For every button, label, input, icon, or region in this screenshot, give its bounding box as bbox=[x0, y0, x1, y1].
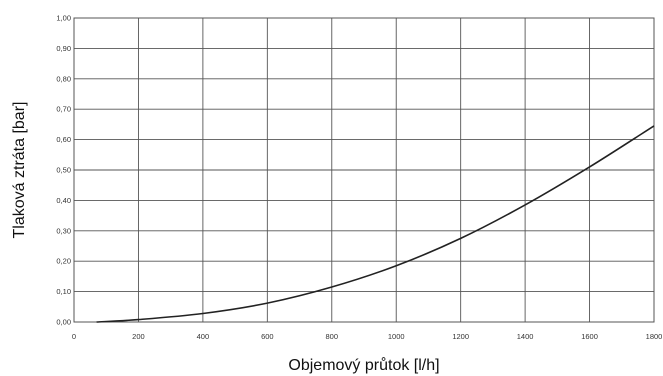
x-tick-label-0: 0 bbox=[72, 332, 76, 341]
y-tick-label-8: 0,80 bbox=[56, 74, 71, 83]
x-tick-label-9: 1800 bbox=[646, 332, 663, 341]
y-tick-label-3: 0,30 bbox=[56, 226, 71, 235]
x-tick-label-1: 200 bbox=[132, 332, 145, 341]
y-axis-title: Tlaková ztráta [bar] bbox=[11, 102, 28, 239]
y-axis-ticks: 0,00 0,10 0,20 0,30 0,40 0,50 0,60 0,70 0,80 0,90… bbox=[56, 14, 71, 327]
y-tick-label-0: 0,00 bbox=[56, 318, 71, 327]
x-tick-label-8: 1600 bbox=[581, 332, 598, 341]
y-tick-label-2: 0,20 bbox=[56, 257, 71, 266]
y-tick-label-9: 0,90 bbox=[56, 44, 71, 53]
x-tick-label-3: 600 bbox=[261, 332, 274, 341]
x-tick-label-5: 1000 bbox=[388, 332, 405, 341]
x-tick-label-2: 400 bbox=[197, 332, 210, 341]
y-tick-label-10: 1,00 bbox=[56, 14, 71, 23]
y-tick-label-1: 0,10 bbox=[56, 287, 71, 296]
y-tick-label-6: 0,60 bbox=[56, 135, 71, 144]
x-tick-label-6: 1200 bbox=[452, 332, 469, 341]
pressure-loss-curve-0 bbox=[96, 125, 655, 323]
grid-lines bbox=[73, 17, 655, 323]
series-group bbox=[96, 125, 655, 323]
y-tick-label-7: 0,70 bbox=[56, 105, 71, 114]
x-axis-ticks: 0 200 400 600 800 1000 1200 1400 1600 1800 bbox=[72, 332, 662, 341]
x-tick-label-4: 800 bbox=[326, 332, 339, 341]
y-tick-label-4: 0,40 bbox=[56, 196, 71, 205]
y-tick-label-5: 0,50 bbox=[56, 166, 71, 175]
x-axis-title: Objemový průtok [l/h] bbox=[288, 356, 439, 374]
x-tick-label-7: 1400 bbox=[517, 332, 534, 341]
